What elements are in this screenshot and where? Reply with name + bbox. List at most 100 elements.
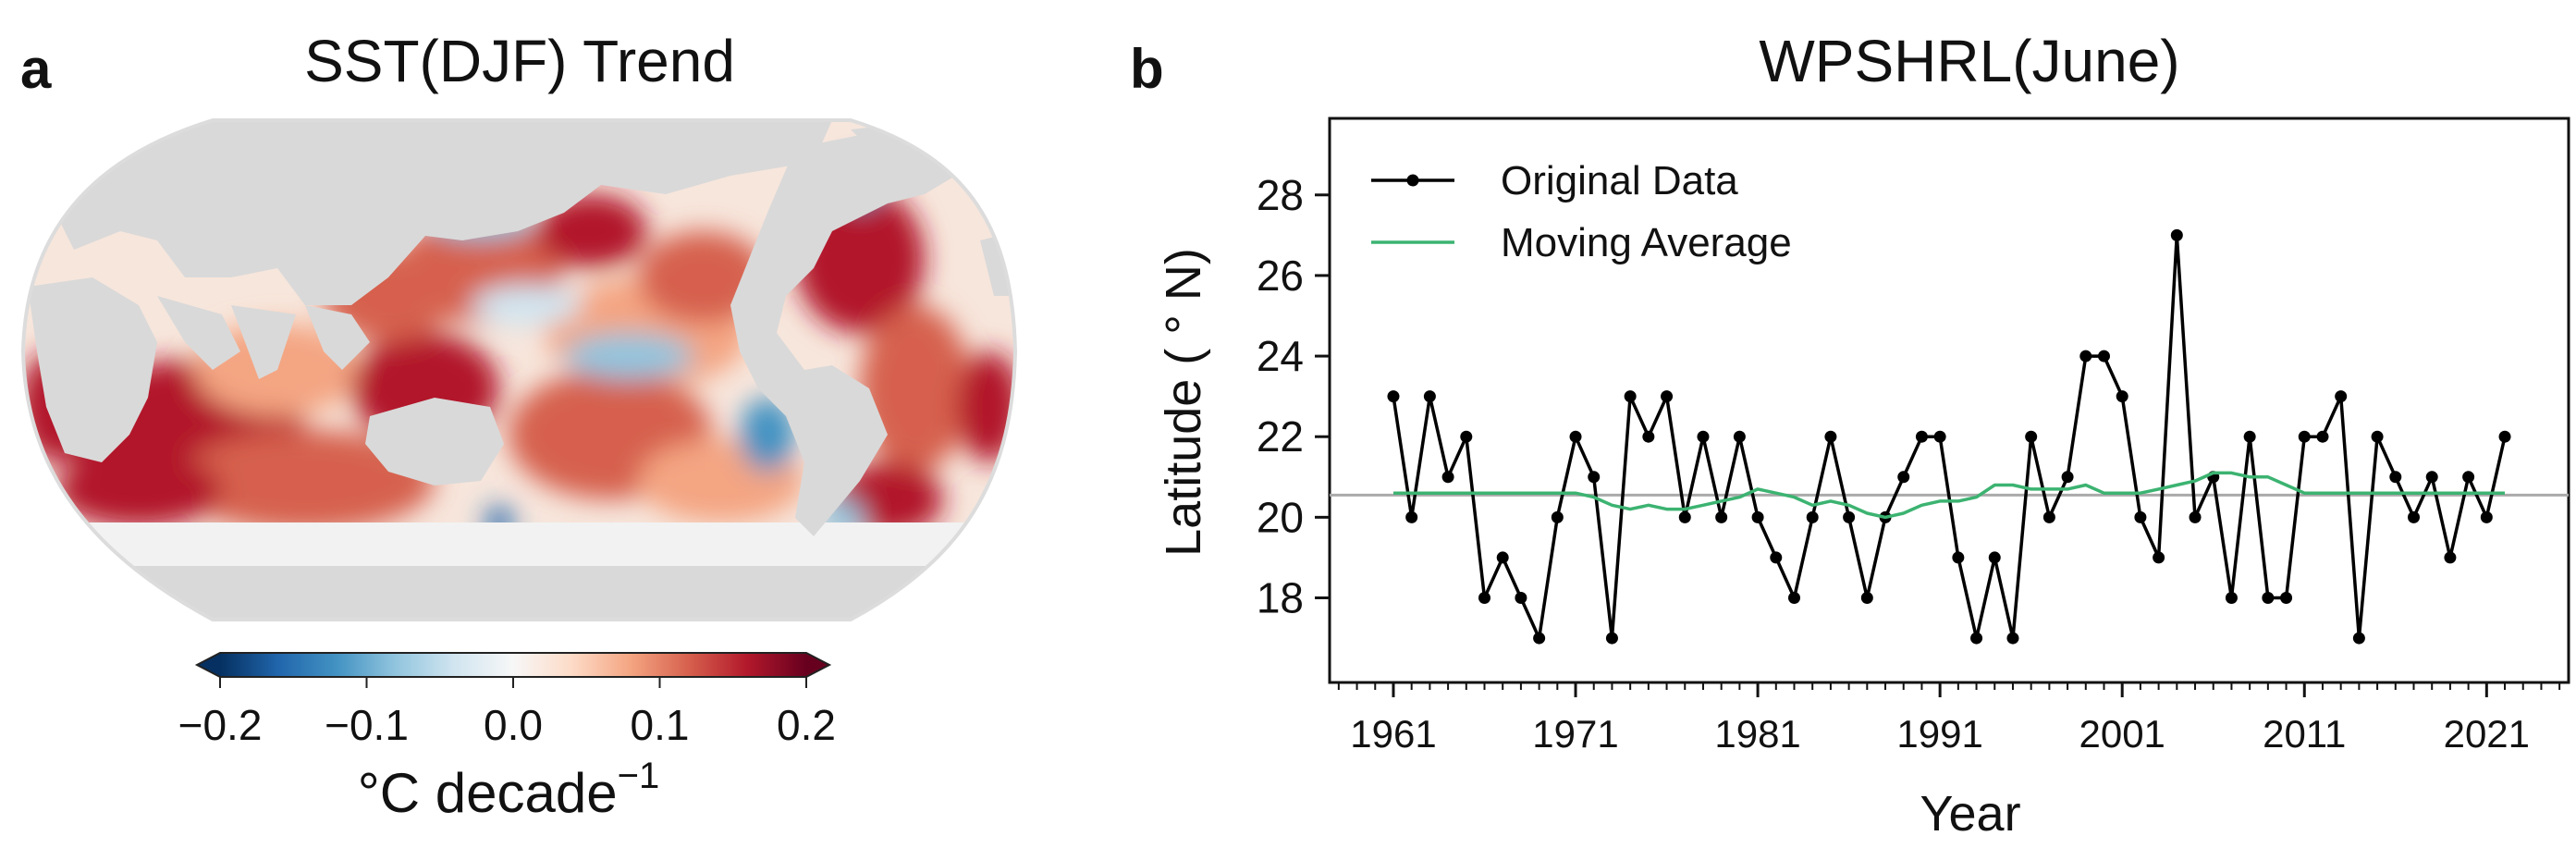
original-data-point	[1933, 430, 1946, 443]
original-data-point	[2480, 510, 2493, 523]
y-tick-label: 26	[1257, 252, 1304, 300]
colorbar-tick-label: −0.1	[325, 701, 409, 749]
line-chart: 1961 1971 1981 1991 2001 2011 2021 18 20 22 24 26 28…	[1257, 117, 2570, 756]
colorbar-label-text: °C decade	[358, 762, 618, 824]
original-data-point	[1533, 632, 1546, 645]
original-data-point	[2189, 510, 2202, 523]
chart-title: WPSHRL(June)	[1759, 28, 2179, 94]
map-land	[23, 120, 1015, 620]
legend-original-label: Original Data	[1501, 158, 1738, 203]
original-data-point	[1824, 430, 1837, 443]
colorbar: −0.2 −0.1 0.0 0.1 0.2 °C decade−1	[178, 652, 836, 824]
x-tick-label: 2001	[2079, 712, 2165, 756]
original-data-point	[1751, 510, 1764, 523]
original-data-point	[2280, 592, 2293, 604]
original-data-point	[2225, 592, 2238, 604]
original-data-point	[1405, 510, 1418, 523]
original-data-point	[1915, 430, 1928, 443]
original-data-point	[2335, 390, 2348, 403]
original-data-point	[1806, 510, 1819, 523]
original-data-point	[1441, 471, 1454, 484]
panel-a-title: SST(DJF) Trend	[304, 28, 735, 94]
y-tick-label: 20	[1257, 493, 1304, 541]
original-data-point	[2116, 390, 2128, 403]
panel-b: b WPSHRL(June) 1961 1971 1981 1991 2001 2011 2…	[1130, 28, 2570, 842]
original-data-point	[1551, 510, 1564, 523]
original-data-point	[2462, 471, 2475, 484]
x-tick-label: 1971	[1532, 712, 1618, 756]
original-data-point	[1569, 430, 1582, 443]
x-tick-label: 1961	[1350, 712, 1436, 756]
colorbar-tick-label: −0.2	[178, 701, 263, 749]
original-data-point	[1733, 430, 1746, 443]
original-data-point	[1770, 551, 1783, 564]
original-data-point	[2262, 592, 2275, 604]
original-data-point	[1860, 592, 1873, 604]
original-data-point	[2444, 551, 2457, 564]
moving-average-line	[1393, 471, 2505, 520]
original-data-point	[2006, 632, 2019, 645]
panel-a-letter: a	[20, 38, 52, 100]
x-tick-label: 2021	[2444, 712, 2530, 756]
original-data-point	[1624, 390, 1637, 403]
original-data-point	[1588, 471, 1601, 484]
x-tick-label: 1981	[1714, 712, 1800, 756]
colorbar-tick-label: 0.1	[631, 701, 690, 749]
x-tick-label: 2011	[2263, 712, 2346, 756]
map-globe-outline	[20, 118, 1018, 621]
original-data-point	[1605, 632, 1618, 645]
original-data-point	[2079, 350, 2092, 363]
original-data-point	[1678, 510, 1691, 523]
original-data-point	[2061, 471, 2074, 484]
panel-a: a SST(DJF) Trend	[20, 28, 1018, 824]
sst-trend-map	[23, 120, 1015, 620]
original-data-point	[1387, 390, 1400, 403]
original-data-point	[2298, 430, 2311, 443]
original-data-point	[1515, 592, 1527, 604]
original-data-point	[2098, 350, 2110, 363]
original-data-point	[2425, 471, 2438, 484]
x-axis-label: Year	[1920, 786, 2020, 842]
y-tick-label: 22	[1257, 412, 1304, 461]
original-data-point	[2389, 471, 2402, 484]
original-data-point	[2352, 632, 2365, 645]
original-data-point	[1897, 471, 1910, 484]
original-data-point	[2371, 430, 2384, 443]
original-data-point	[2042, 510, 2055, 523]
original-data-point	[1661, 390, 1674, 403]
colorbar-ticks: −0.2 −0.1 0.0 0.1 0.2	[178, 677, 836, 749]
legend-original-marker	[1406, 174, 1419, 187]
legend-moving-label: Moving Average	[1501, 220, 1792, 265]
original-data-point	[2243, 430, 2256, 443]
legend: Original Data Moving Average	[1371, 158, 1792, 265]
original-data-point	[1697, 430, 1710, 443]
colorbar-extend-low	[197, 653, 220, 677]
original-data-point	[2498, 430, 2511, 443]
original-data-point	[2408, 510, 2420, 523]
original-data-point	[2316, 430, 2329, 443]
original-data-point	[1642, 430, 1655, 443]
original-data-point	[1496, 551, 1509, 564]
original-data-point	[1988, 551, 2001, 564]
y-tick-label: 24	[1257, 332, 1304, 380]
colorbar-body	[220, 653, 806, 677]
colorbar-tick-label: 0.0	[484, 701, 543, 749]
original-data-point	[1423, 390, 1436, 403]
original-data-point	[2170, 228, 2183, 241]
colorbar-extend-high	[806, 653, 829, 677]
original-data-point	[1788, 592, 1800, 604]
colorbar-label-exponent: −1	[618, 756, 660, 796]
y-axis-label: Latitude ( ° N)	[1156, 248, 1211, 557]
original-data-point	[2134, 510, 2147, 523]
panel-b-letter: b	[1130, 38, 1164, 100]
x-tick-label: 1991	[1896, 712, 1982, 756]
original-data-point	[1843, 510, 1856, 523]
original-data-point	[2025, 430, 2038, 443]
original-data-point	[1952, 551, 1965, 564]
original-data-point	[2153, 551, 2165, 564]
original-data-point	[1460, 430, 1473, 443]
y-tick-label: 28	[1257, 171, 1304, 219]
y-tick-label: 18	[1257, 574, 1304, 622]
colorbar-tick-label: 0.2	[777, 701, 836, 749]
